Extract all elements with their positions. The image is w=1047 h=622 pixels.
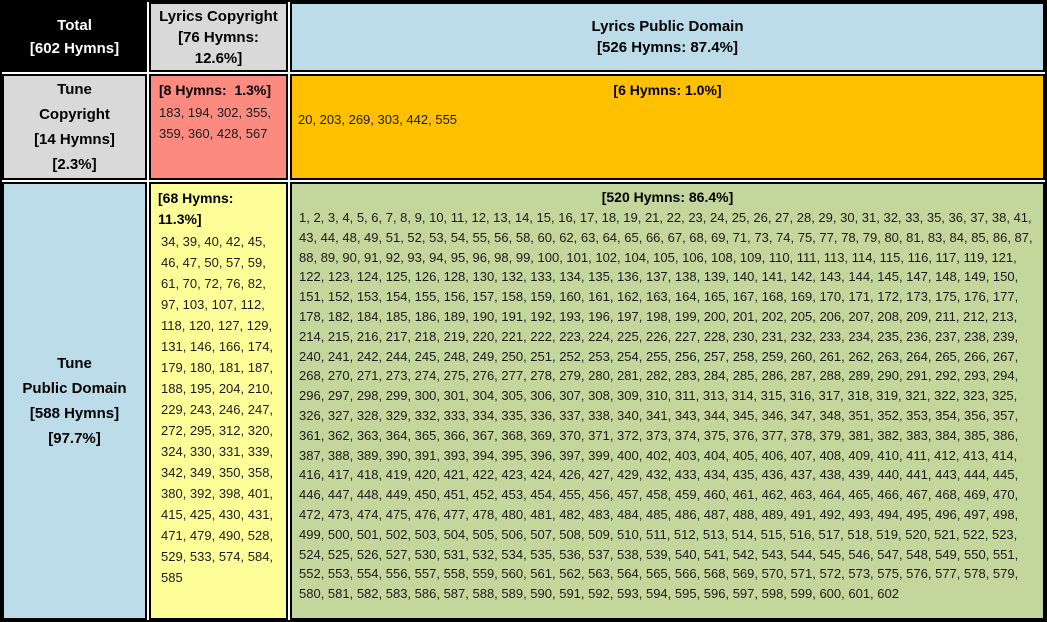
col-header-line: Lyrics Public Domain: [591, 18, 744, 35]
col-header-line: Lyrics Copyright: [159, 7, 278, 25]
cell-tune-copyright-lyrics-public-domain: [6 Hymns: 1.0%] 20, 203, 269, 303, 442, …: [290, 74, 1045, 180]
cell-count-label: [520 Hymns: 86.4%]: [601, 189, 734, 205]
row-header-tune-copyright: Tune Copyright [14 Hymns] [2.3%]: [2, 74, 147, 180]
row-header-line: [588 Hymns]: [29, 405, 120, 422]
hymn-number-list: 34, 39, 40, 42, 45, 46, 47, 50, 57, 59, …: [161, 234, 274, 585]
row-header-line: Public Domain: [22, 380, 127, 397]
row-header-line: [97.7%]: [48, 430, 101, 447]
row-header-line: Copyright: [39, 106, 110, 123]
total-count: [602 Hymns]: [29, 40, 120, 57]
row-header-line: [14 Hymns]: [34, 131, 115, 148]
col-header-lyrics-public-domain: Lyrics Public Domain [526 Hymns: 87.4%]: [290, 2, 1045, 72]
cell-tune-public-domain-lyrics-copyright: [68 Hymns: 11.3%] 34, 39, 40, 42, 45, 46…: [149, 182, 288, 620]
col-header-line: 12.6%]: [194, 49, 243, 67]
hymn-number-list: 183, 194, 302, 355, 359, 360, 428, 567: [159, 105, 272, 141]
col-header-line: [76 Hymns:: [178, 28, 259, 46]
hymn-number-list: 1, 2, 3, 4, 5, 6, 7, 8, 9, 10, 11, 12, 1…: [299, 210, 1033, 602]
hymn-number-list: 20, 203, 269, 303, 442, 555: [298, 112, 458, 127]
total-header-cell: Total [602 Hymns]: [2, 2, 147, 72]
col-header-lyrics-copyright: Lyrics Copyright [76 Hymns: 12.6%]: [149, 2, 288, 72]
row-header-line: Tune: [57, 355, 92, 372]
cell-count-label: [68 Hymns: 11.3%]: [158, 190, 238, 227]
total-title: Total: [57, 17, 92, 34]
cell-tune-copyright-lyrics-copyright: [8 Hymns: 1.3%] 183, 194, 302, 355, 359,…: [149, 74, 288, 180]
col-header-line: [526 Hymns: 87.4%]: [597, 39, 738, 56]
row-header-line: [2.3%]: [52, 156, 97, 173]
row-header-line: Tune: [57, 81, 92, 98]
cell-count-label: [8 Hymns: 1.3%]: [159, 82, 272, 98]
cell-count-label: [6 Hymns: 1.0%]: [613, 82, 722, 98]
cell-tune-public-domain-lyrics-public-domain: [520 Hymns: 86.4%] 1, 2, 3, 4, 5, 6, 7, …: [290, 182, 1045, 620]
row-header-tune-public-domain: Tune Public Domain [588 Hymns] [97.7%]: [2, 182, 147, 620]
